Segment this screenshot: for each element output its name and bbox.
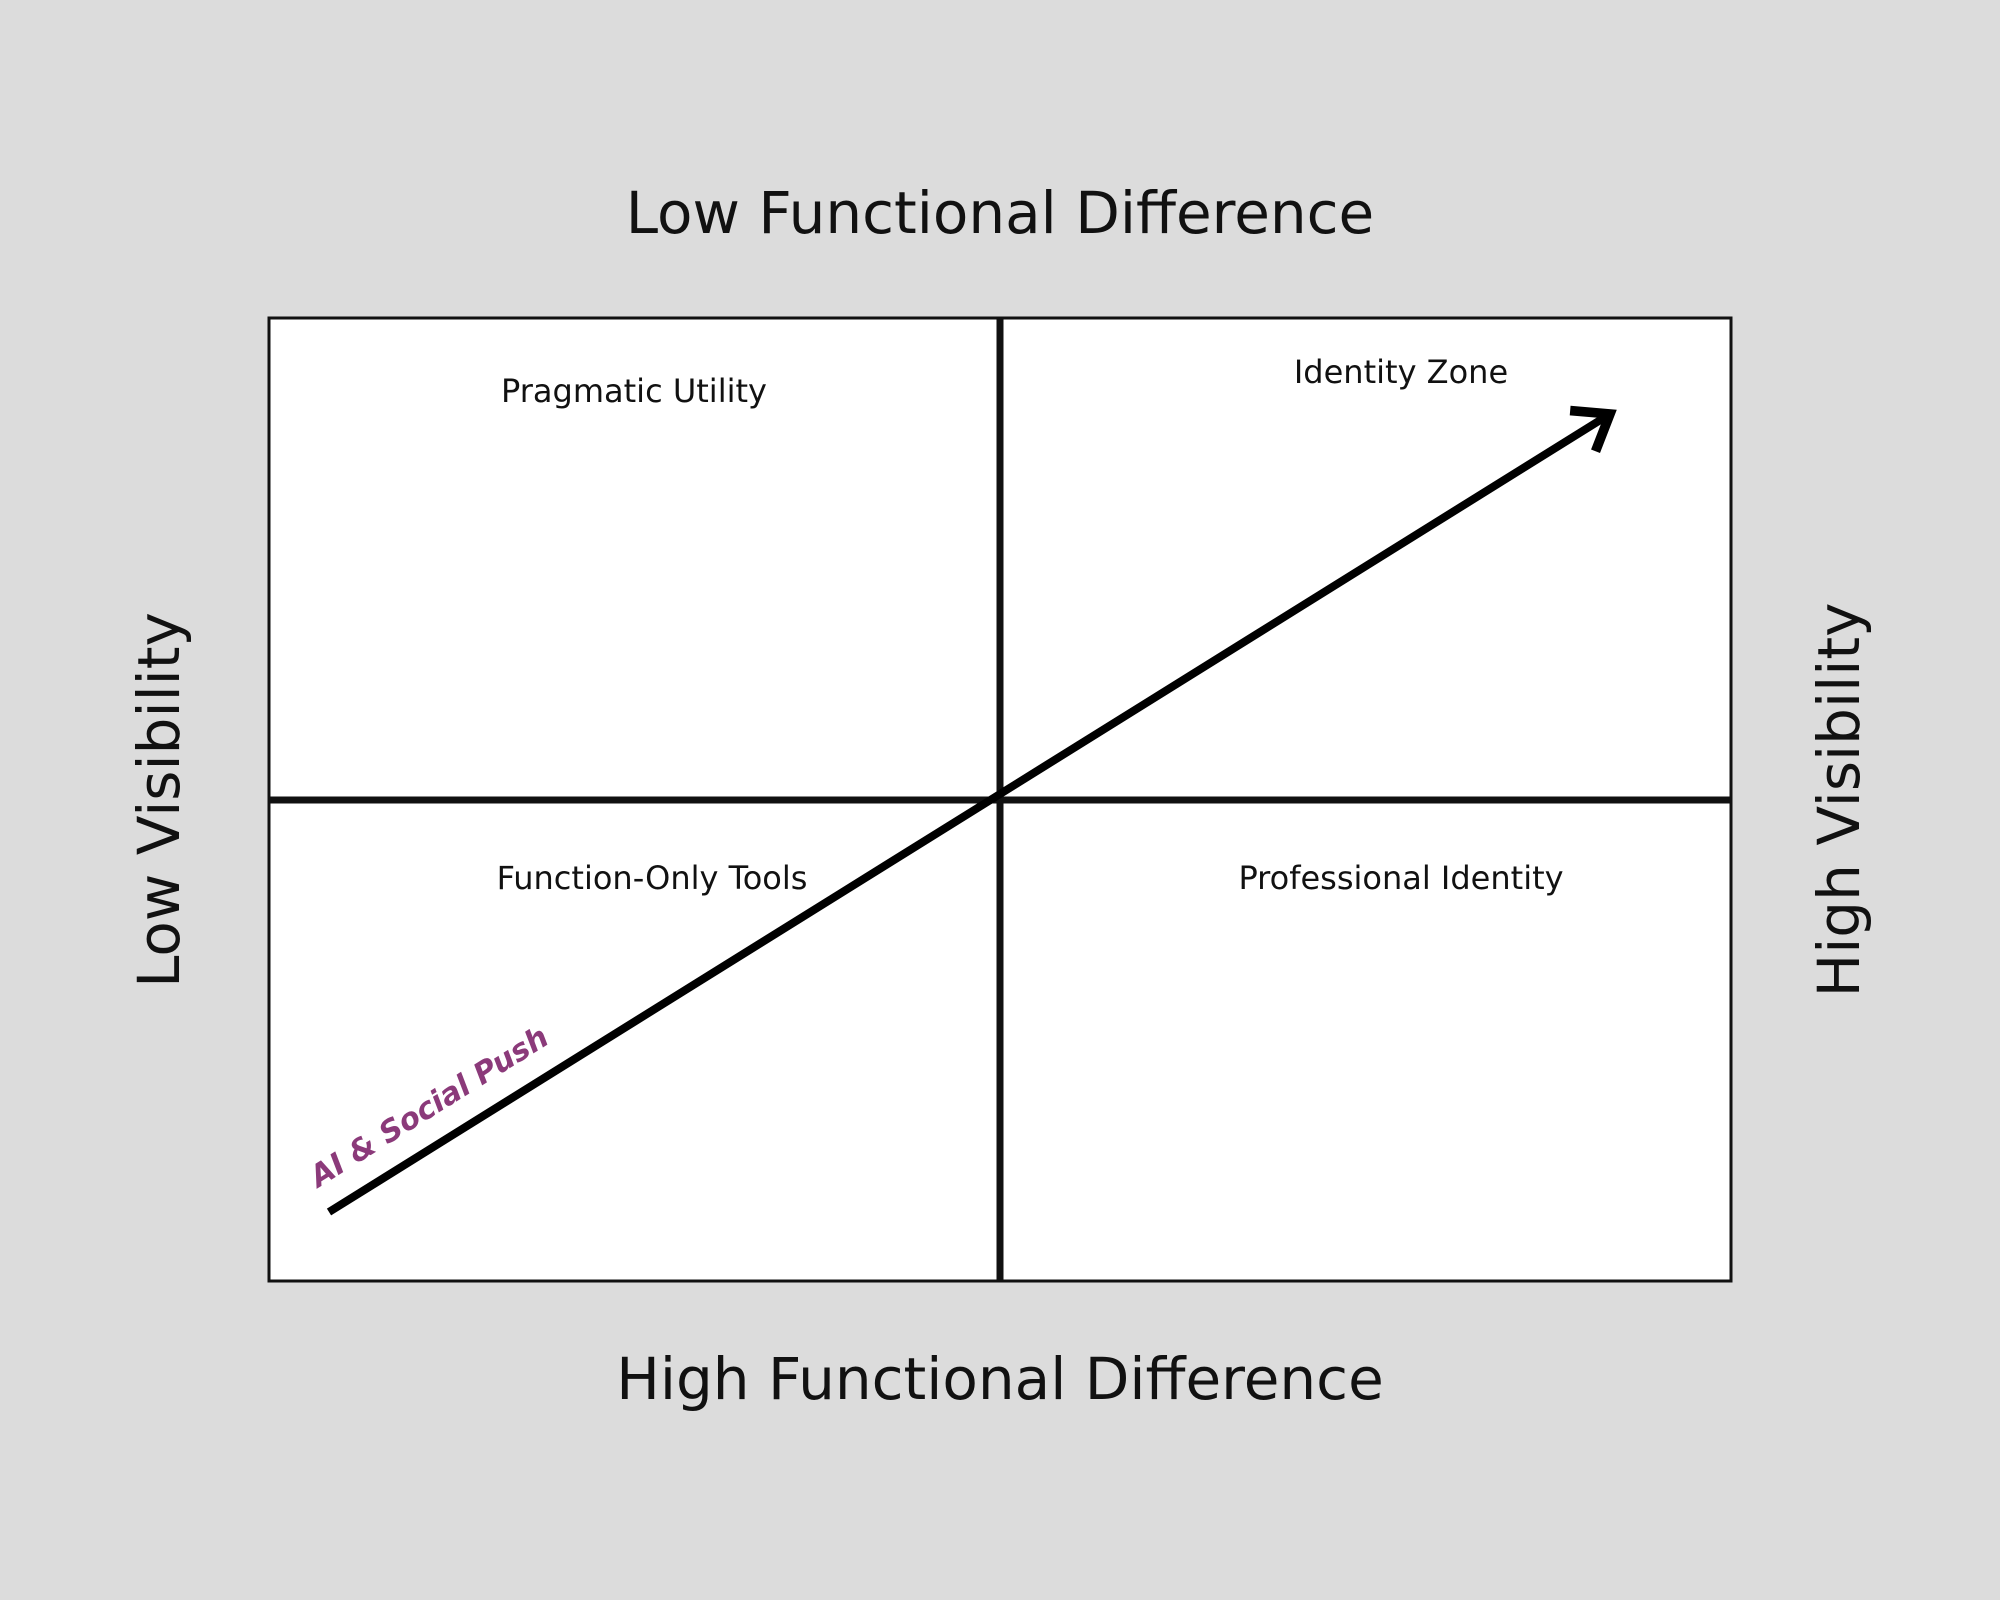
quadrant-label: Professional Identity: [1238, 859, 1563, 897]
axis-left-label: Low Visibility: [125, 612, 193, 988]
quadrant-label: Identity Zone: [1294, 353, 1508, 391]
axis-bottom-label: High Functional Difference: [616, 1345, 1384, 1413]
quadrant-label: Function-Only Tools: [497, 859, 808, 897]
quadrant-label: Pragmatic Utility: [501, 372, 767, 410]
push-arrow: [326, 405, 1617, 1216]
axis-right-label: High Visibility: [1805, 603, 1873, 998]
axis-top-label: Low Functional Difference: [626, 179, 1374, 247]
